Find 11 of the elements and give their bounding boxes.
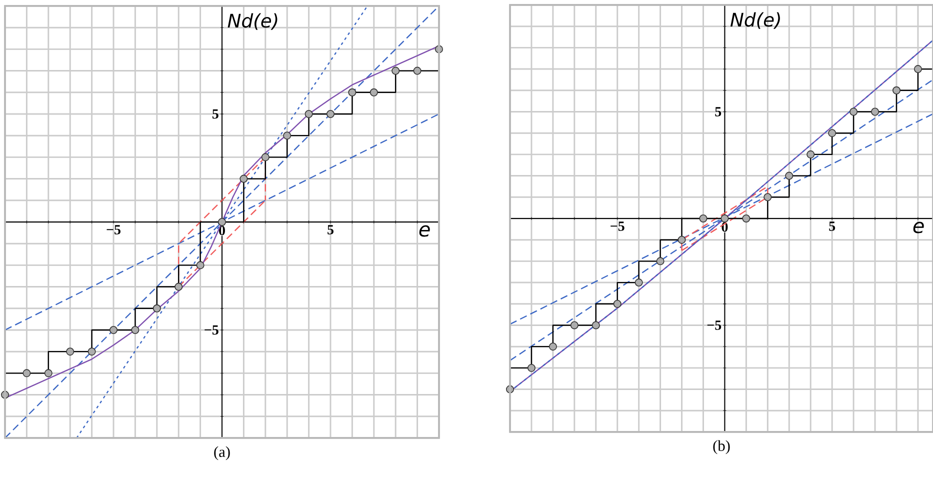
x-tick-label: 5: [328, 225, 334, 234]
y-axis-title: Nd(e): [228, 13, 278, 30]
x-axis-title: e: [913, 222, 924, 234]
x-tick-label: 0: [219, 226, 225, 236]
x-axis-title: e: [419, 225, 430, 237]
x-tick-label: −5: [106, 225, 120, 234]
y-axis-title: Nd(e): [730, 12, 780, 29]
text: (a): [214, 446, 230, 460]
x-tick-label: 5: [829, 222, 836, 231]
x-tick-label: −5: [610, 222, 624, 231]
text: (b): [713, 440, 730, 454]
